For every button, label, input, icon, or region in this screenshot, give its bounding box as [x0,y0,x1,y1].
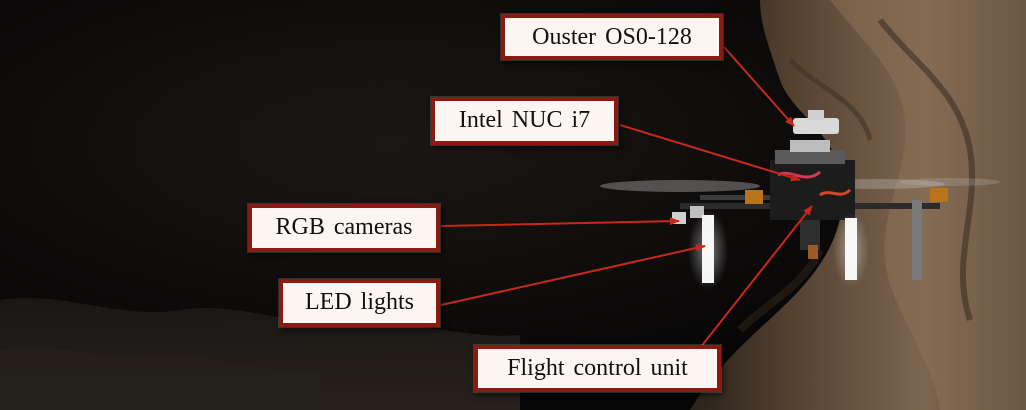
rgb-camera [672,212,686,224]
propeller-left [600,180,760,192]
arrow-ouster [723,46,795,127]
label-intel-nuc: Intel NUC i7 [431,97,618,145]
motor [745,190,763,204]
drone-body [770,160,855,220]
label-rgb-cameras: RGB cameras [248,204,440,252]
arrow-fcu [699,205,813,349]
motor [930,188,948,202]
arrow-led [440,244,706,306]
label-ouster-os0-128: Ouster OS0-128 [501,14,723,60]
arrow-rgb [440,217,680,227]
annotation-arrows [440,46,813,349]
label-led-lights: LED lights [279,279,440,327]
arrow-nuc [619,124,801,182]
label-flight-control-unit: Flight control unit [474,345,721,392]
lidar-sensor [793,118,839,134]
